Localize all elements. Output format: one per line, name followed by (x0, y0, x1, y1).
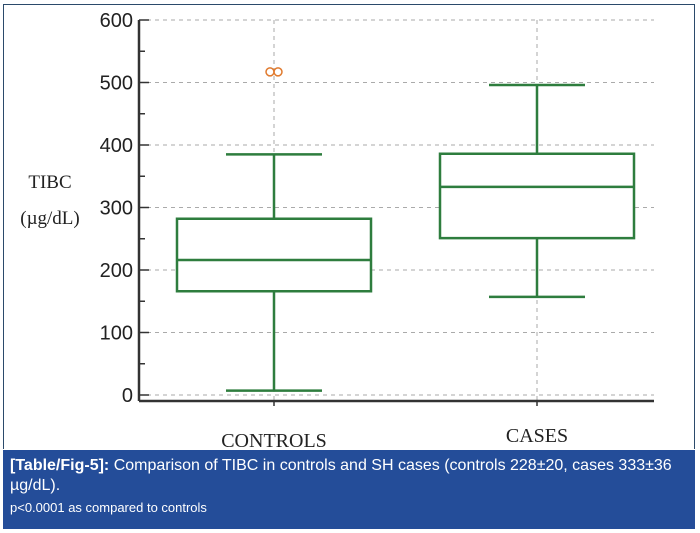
caption-note: p<0.0001 as compared to controls (10, 500, 207, 515)
figure-caption: [Table/Fig-5]: Comparison of TIBC in con… (3, 450, 695, 529)
x-category-controls: CONTROLS (221, 430, 327, 452)
y-tick-label: 0 (122, 385, 133, 407)
y-tick-label: 500 (100, 73, 133, 95)
y-tick-label: 200 (100, 260, 133, 282)
y-axis-label-line1: TIBC (28, 172, 72, 193)
y-axis-label: TIBC (µg/dL) (10, 165, 90, 237)
y-axis-label-line2: (µg/dL) (20, 208, 80, 229)
box-iqr (175, 217, 373, 293)
x-category-cases: CASES (505, 425, 569, 447)
box-plot: 0 100 200 300 400 500 600 (100, 10, 654, 407)
y-tick-label: 100 (100, 323, 133, 345)
outlier-point (265, 67, 275, 77)
figure-frame: 0 100 200 300 400 500 600 TIBC (µg/dL) CONTROL… (3, 4, 695, 452)
box-iqr (438, 152, 636, 240)
outlier-point (273, 67, 283, 77)
y-tick-label: 600 (100, 10, 133, 32)
y-tick-label: 400 (100, 135, 133, 157)
y-tick-label: 300 (100, 198, 133, 220)
caption-tag: [Table/Fig-5]: (10, 457, 110, 474)
caption-text: Comparison of TIBC in controls and SH ca… (10, 457, 672, 494)
